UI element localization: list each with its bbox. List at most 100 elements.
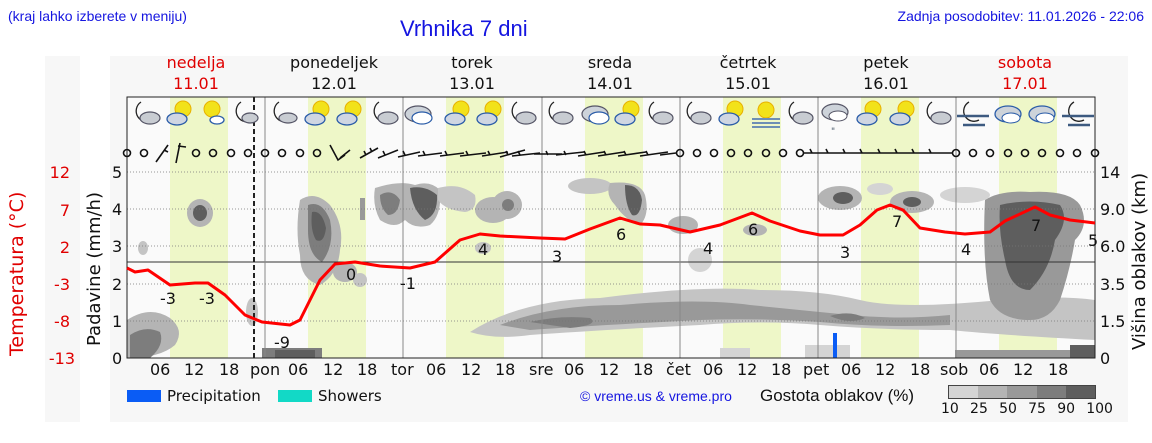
x-tick: čet <box>666 360 691 379</box>
svg-text:": " <box>831 127 835 137</box>
sun-cloud-icon <box>614 100 640 126</box>
night-cloudy-icon <box>548 101 574 125</box>
sun-cloud-icon <box>718 100 744 126</box>
cloud-height-tick: 1.5 <box>1100 312 1126 331</box>
x-tick: 06 <box>288 360 309 379</box>
precip-tick: 3 <box>112 237 123 256</box>
night-fog-icon <box>957 101 989 127</box>
cloud-height-tick: 3.5 <box>1100 275 1126 294</box>
x-tick: 18 <box>771 360 792 379</box>
density-tick: 90 <box>1057 401 1076 417</box>
cloud-density-legend-title: Gostota oblakov (%) <box>760 386 915 405</box>
cloudy-icon <box>581 105 610 125</box>
day-date-3: 14.01 <box>587 74 633 93</box>
cloudy-icon <box>1028 105 1056 124</box>
x-tick: 12 <box>599 360 620 379</box>
x-tick: 18 <box>910 360 931 379</box>
precip-tick: 2 <box>112 275 123 294</box>
temp-tick: -8 <box>54 312 70 331</box>
copyright-link[interactable]: © vreme.us & vreme.pro <box>580 388 732 404</box>
last-update: Zadnja posodobitev: 11.01.2026 - 22:06 <box>897 8 1144 24</box>
temperature-axis-panel <box>45 56 80 422</box>
temp-label: -3 <box>199 289 215 308</box>
precip-tick: 0 <box>112 349 123 368</box>
cloud-density-scale <box>948 385 1096 399</box>
x-tick: 12 <box>875 360 896 379</box>
sun-fog-icon <box>752 101 780 128</box>
x-tick: 18 <box>1048 360 1069 379</box>
x-tick: 18 <box>357 360 378 379</box>
x-tick: 18 <box>219 360 240 379</box>
showers-legend-swatch <box>278 390 312 402</box>
wind-row <box>122 142 1100 164</box>
x-tick: 12 <box>1013 360 1034 379</box>
temp-tick: -13 <box>48 349 75 368</box>
temp-label: 3 <box>840 243 850 262</box>
temp-label: 7 <box>1031 216 1041 235</box>
cloud-height-tick: 6.0 <box>1100 237 1126 256</box>
night-cloudy-icon <box>135 101 161 125</box>
cloud-height-tick: 14 <box>1100 163 1121 182</box>
night-cloudy-icon <box>686 101 712 125</box>
x-tick: 06 <box>150 360 171 379</box>
day-date-4: 15.01 <box>725 74 771 93</box>
temp-label: 3 <box>552 247 562 266</box>
region-hint-link[interactable]: (kraj lahko izberete v meniju) <box>8 8 187 24</box>
temperature-line <box>126 203 1096 327</box>
day-date-6: 17.01 <box>1002 74 1048 93</box>
precip-tick: 4 <box>112 200 123 219</box>
density-tick: 10 <box>941 401 959 417</box>
day-date-5: 16.01 <box>863 74 909 93</box>
temp-label: 6 <box>748 220 758 239</box>
night-fog-icon <box>1062 101 1094 127</box>
night-cloudy-icon <box>926 101 952 125</box>
temp-label: 0 <box>346 265 356 284</box>
page-title: Vrhnika 7 dni <box>400 16 528 41</box>
sun-cloud-icon <box>336 100 362 126</box>
x-tick: 06 <box>979 360 1000 379</box>
night-cloudy-icon <box>511 101 537 125</box>
x-tick: sob <box>940 360 969 379</box>
x-tick: 12 <box>323 360 344 379</box>
temp-label: 4 <box>478 240 488 259</box>
day-separators <box>264 97 957 358</box>
temp-label: 4 <box>961 240 971 259</box>
night-cloudy-icon <box>373 101 399 125</box>
precipitation-bar <box>833 333 837 358</box>
day-date-0: 11.01 <box>173 74 219 93</box>
temp-tick: 2 <box>59 238 70 257</box>
precip-axis-title: Padavine (mm/h) <box>84 192 105 346</box>
density-tick: 100 <box>1086 401 1113 417</box>
day-date-1: 12.01 <box>311 74 357 93</box>
precipitation-legend-swatch <box>127 390 161 402</box>
temp-tick: 7 <box>59 201 70 220</box>
sun-cloud-icon <box>203 100 225 125</box>
x-tick: 06 <box>564 360 585 379</box>
temp-label: -9 <box>274 333 290 352</box>
precip-tick: 1 <box>112 312 123 331</box>
cloud-density-field <box>127 178 1095 358</box>
density-tick: 75 <box>1028 401 1046 417</box>
x-tick: 06 <box>426 360 447 379</box>
temp-label: -3 <box>160 289 176 308</box>
sun-cloud-icon <box>856 100 882 126</box>
sun-cloud-icon <box>889 100 915 126</box>
temp-label: 4 <box>703 239 713 258</box>
temp-label: 6 <box>616 225 626 244</box>
day-name-3: sreda <box>587 53 633 72</box>
temperature-value-labels: -3 -3 -9 0 -1 4 3 6 4 6 3 7 4 7 5 <box>160 212 1098 352</box>
cloudy-icon <box>404 105 433 125</box>
night-cloudy-icon <box>648 101 674 125</box>
cloud-height-tick: 0 <box>1100 349 1111 368</box>
cloudy-drizzle-icon: " <box>821 103 849 137</box>
density-tick: 25 <box>970 401 988 417</box>
x-tick: pet <box>803 360 830 379</box>
day-name-4: četrtek <box>719 53 777 72</box>
temp-label: 5 <box>1088 231 1098 250</box>
x-tick: pon <box>250 360 281 379</box>
day-name-6: sobota <box>997 53 1053 72</box>
precipitation-legend-label: Precipitation <box>167 387 261 405</box>
temp-tick: 12 <box>49 163 70 182</box>
x-tick: 06 <box>703 360 724 379</box>
